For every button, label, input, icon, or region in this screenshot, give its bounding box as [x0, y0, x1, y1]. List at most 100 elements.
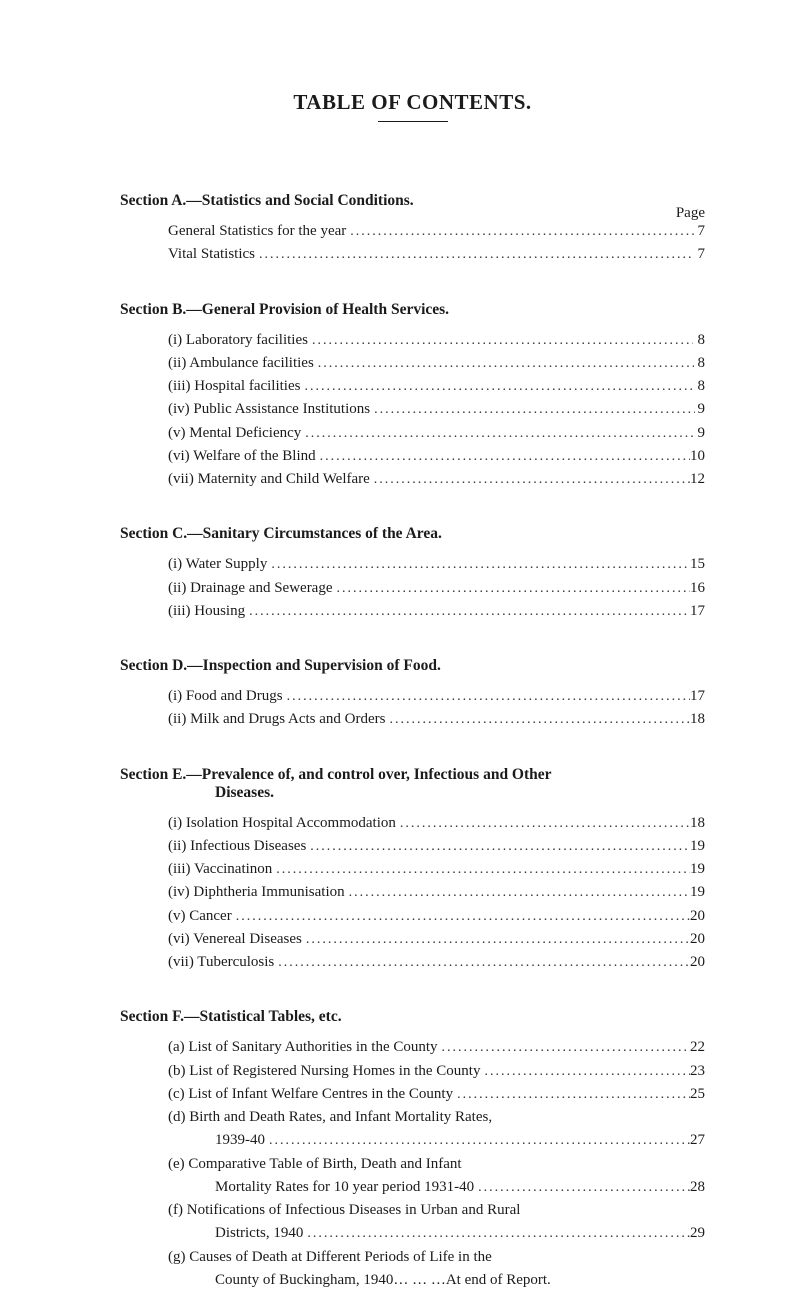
toc-row: (vii) Maternity and Child Welfare12 [120, 468, 705, 491]
toc-label: (v) Cancer [168, 905, 232, 928]
leader-dots [316, 446, 690, 468]
toc-row: (a) List of Sanitary Authorities in the … [120, 1036, 705, 1059]
toc-row: (ii) Drainage and Sewerage 16 [120, 577, 705, 600]
leader-dots [303, 1223, 690, 1245]
toc-label: (iii) Housing [168, 600, 245, 623]
toc-label: (vii) Tuberculosis [168, 951, 274, 974]
toc-label: (f) Notifications of Infectious Diseases… [168, 1199, 520, 1222]
toc-label: Districts, 1940 [215, 1222, 303, 1245]
toc-label: (ii) Ambulance facilities [168, 352, 314, 375]
leader-dots [396, 813, 690, 835]
page-title: TABLE OF CONTENTS. [120, 90, 705, 122]
toc-page: 29 [690, 1222, 705, 1245]
toc-label: (i) Food and Drugs [168, 685, 283, 708]
toc-row: (ii) Ambulance facilities8 [120, 352, 705, 375]
toc-row: (iii) Vaccinatinon19 [120, 858, 705, 881]
toc-label: (iv) Public Assistance Institutions [168, 398, 370, 421]
toc-row: (c) List of Infant Welfare Centres in th… [120, 1083, 705, 1106]
toc-row: (iii) Hospital facilities 8 [120, 375, 705, 398]
section-d-heading: Section D.—Inspection and Supervision of… [120, 657, 705, 675]
section-f-heading: Section F.—Statistical Tables, etc. [120, 1008, 705, 1026]
toc-label: County of Buckingham, 1940… … …At end of… [215, 1269, 551, 1292]
section-b-heading: Section B.—General Provision of Health S… [120, 301, 705, 319]
toc-label: (ii) Infectious Diseases [168, 835, 306, 858]
toc-page: 8 [693, 375, 705, 398]
page-column-label: Page [676, 205, 705, 222]
toc-row: (v) Mental Deficiency 9 [120, 422, 705, 445]
toc-label: Mortality Rates for 10 year period 1931-… [215, 1176, 474, 1199]
toc-label: (c) List of Infant Welfare Centres in th… [168, 1083, 453, 1106]
leader-dots [438, 1037, 690, 1059]
leader-dots [370, 469, 690, 491]
toc-page: 8 [693, 329, 705, 352]
section-e: Section E.—Prevalence of, and control ov… [120, 766, 705, 975]
toc-row: (iv) Public Assistance Institutions9 [120, 398, 705, 421]
leader-dots [301, 423, 693, 445]
toc-label: (ii) Drainage and Sewerage [168, 577, 333, 600]
toc-row: (iii) Housing17 [120, 600, 705, 623]
toc-row: Mortality Rates for 10 year period 1931-… [120, 1176, 705, 1199]
toc-label: (iii) Hospital facilities [168, 375, 300, 398]
toc-page: 16 [690, 577, 705, 600]
toc-row: (vi) Venereal Diseases 20 [120, 928, 705, 951]
toc-label: (b) List of Registered Nursing Homes in … [168, 1060, 480, 1083]
leader-dots [267, 554, 690, 576]
toc-label: (vi) Welfare of the Blind [168, 445, 316, 468]
leader-dots [345, 882, 690, 904]
toc-row: (i) Laboratory facilities 8 [120, 329, 705, 352]
toc-page: 27 [690, 1129, 705, 1152]
toc-row: General Statistics for the year 7 [120, 220, 705, 243]
toc-row: 1939-40 27 [120, 1129, 705, 1152]
toc-label: (d) Birth and Death Rates, and Infant Mo… [168, 1106, 492, 1129]
leader-dots [283, 686, 690, 708]
leader-dots [245, 601, 690, 623]
toc-label: (ii) Milk and Drugs Acts and Orders [168, 708, 385, 731]
toc-page: 20 [690, 928, 705, 951]
toc-page: 7 [692, 243, 705, 266]
toc-label: (vi) Venereal Diseases [168, 928, 302, 951]
toc-row: (i) Isolation Hospital Accommodation 18 [120, 812, 705, 835]
toc-label: (i) Isolation Hospital Accommodation [168, 812, 396, 835]
toc-page: 17 [690, 685, 705, 708]
toc-page: 19 [690, 881, 705, 904]
section-b: Section B.—General Provision of Health S… [120, 301, 705, 492]
toc-label: (iii) Vaccinatinon [168, 858, 272, 881]
toc-label: (v) Mental Deficiency [168, 422, 301, 445]
leader-dots [232, 906, 690, 928]
toc-label: (vii) Maternity and Child Welfare [168, 468, 370, 491]
leader-dots [333, 578, 690, 600]
toc-label: (iv) Diphtheria Immunisation [168, 881, 345, 904]
section-d: Section D.—Inspection and Supervision of… [120, 657, 705, 732]
toc-page: 9 [693, 422, 705, 445]
leader-dots [272, 859, 690, 881]
leader-dots [255, 244, 692, 266]
title-text: TABLE OF CONTENTS. [293, 90, 531, 114]
toc-row: (vii) Tuberculosis20 [120, 951, 705, 974]
toc-row: (i) Food and Drugs 17 [120, 685, 705, 708]
toc-row: (iv) Diphtheria Immunisation 19 [120, 881, 705, 904]
section-e-heading: Section E.—Prevalence of, and control ov… [120, 766, 705, 784]
toc-row: (b) List of Registered Nursing Homes in … [120, 1060, 705, 1083]
toc-row: (ii) Infectious Diseases19 [120, 835, 705, 858]
leader-dots [302, 929, 690, 951]
section-a: Section A.—Statistics and Social Conditi… [120, 192, 705, 267]
toc-row: (i) Water Supply15 [120, 553, 705, 576]
toc-label: (i) Laboratory facilities [168, 329, 308, 352]
toc-page: 20 [690, 905, 705, 928]
toc-label: (a) List of Sanitary Authorities in the … [168, 1036, 438, 1059]
section-f: Section F.—Statistical Tables, etc. (a) … [120, 1008, 705, 1292]
toc-row: County of Buckingham, 1940… … …At end of… [120, 1269, 705, 1292]
leader-dots [370, 399, 695, 421]
toc-row: (vi) Welfare of the Blind10 [120, 445, 705, 468]
toc-page: 7 [695, 220, 706, 243]
toc-label: (g) Causes of Death at Different Periods… [168, 1246, 492, 1269]
leader-dots [385, 709, 690, 731]
toc-row: (e) Comparative Table of Birth, Death an… [120, 1153, 705, 1176]
toc-label: General Statistics for the year [168, 220, 346, 243]
toc-row: (g) Causes of Death at Different Periods… [120, 1246, 705, 1269]
toc-row: (ii) Milk and Drugs Acts and Orders18 [120, 708, 705, 731]
leader-dots [453, 1084, 690, 1106]
toc-page: 18 [690, 812, 705, 835]
toc-label: 1939-40 [215, 1129, 265, 1152]
leader-dots [346, 221, 694, 243]
